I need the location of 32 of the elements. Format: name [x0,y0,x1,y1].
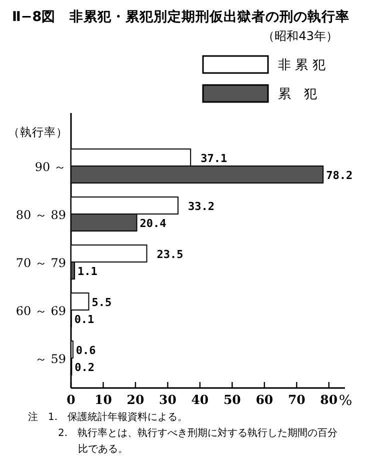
legend-label: 非 累 犯 [278,58,326,73]
text: 注 1. 保護統計年報資料による。 [28,410,189,425]
y-tick-label: 90 ～ [34,160,66,174]
chart-title: Ⅱ−8図 非累犯・累犯別定期刑仮出獄者の刑の執行率 [12,8,350,25]
chart-subtitle: （昭和43年） [262,29,338,43]
data-label: 37.1 [200,152,228,165]
x-tick-label: 70 [288,392,306,407]
data-label: 0.6 [76,344,96,357]
data-label: 1.1 [78,265,98,278]
y-tick-label: 70 ～ 79 [16,256,66,270]
legend-label: 累 犯 [278,87,317,102]
x-tick-label: 30 [159,392,177,407]
data-label: 20.4 [140,217,167,230]
x-tick-label: 60 [256,392,274,407]
data-label: 5.5 [92,296,112,309]
data-label: 0.1 [74,313,95,326]
y-tick-label: 80 ～ 89 [16,208,66,222]
x-axis-title: % [338,393,352,409]
y-axis-title: （執行率） [8,125,68,139]
data-label: 33.2 [188,200,215,213]
x-tick-label: 50 [223,392,242,407]
x-tick-label: 10 [94,392,112,407]
x-tick-label: 40 [191,392,209,407]
data-label: 0.2 [74,361,95,374]
data-label: 23.5 [156,248,184,261]
x-tick-label: 20 [126,392,144,407]
y-tick-label: 60 ～ 69 [16,304,66,318]
data-label: 78.2 [326,169,353,182]
text: 2. 執行率とは、執行すべき刑期に対する執行した期間の百分比である。 [57,426,338,457]
x-tick-label: 0 [66,392,76,407]
y-tick-label: ～ 59 [34,352,66,366]
x-tick-label: 80 [320,392,338,407]
